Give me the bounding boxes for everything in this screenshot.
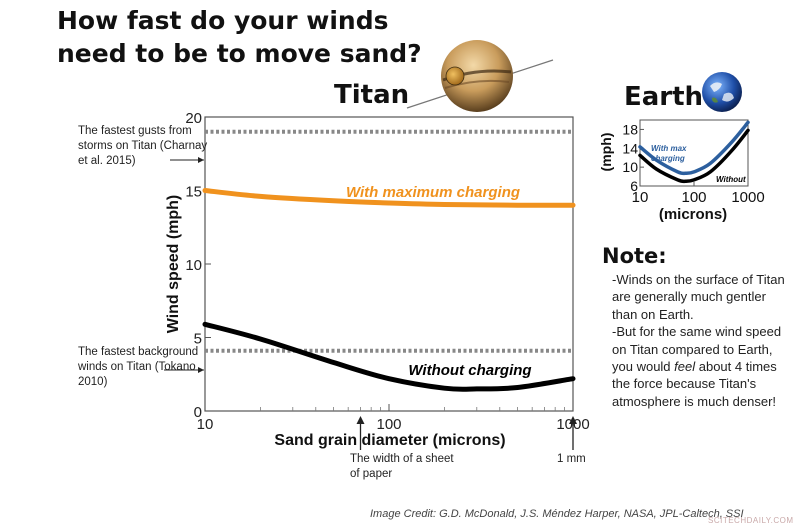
note-line-2-pre: -But for the same wind speed on Titan co… <box>612 324 782 375</box>
inset-with-charging-label: With max charging <box>651 144 687 163</box>
with-charging-line <box>202 188 576 208</box>
note-line-2-emphasis: feel <box>674 359 696 375</box>
note-line-2: -But for the same wind speed on Titan co… <box>612 323 792 410</box>
x-axis-label: Sand grain diameter (microns) <box>274 432 505 449</box>
earth-image <box>702 72 742 112</box>
y-tick-label: 5 <box>194 331 202 348</box>
with-charging-line-label: With maximum charging <box>346 184 520 201</box>
note-line-2-post: about 4 times the force because Titan's … <box>612 359 777 409</box>
note-title: Note: <box>602 244 667 268</box>
note-body: -Winds on the surface of Titan are gener… <box>612 271 792 410</box>
inset-without-label: Without <box>716 175 746 184</box>
inset-with-charging-label-line-2: charging <box>651 154 685 163</box>
y-axis-label: Wind speed (mph) <box>165 195 182 334</box>
gusts-annotation: The fastest gusts from storms on Titan (… <box>78 125 208 167</box>
y-tick-label: 15 <box>185 184 202 201</box>
inset-x-tick-label: 10 <box>632 189 649 206</box>
y-tick-label: 20 <box>185 110 202 127</box>
inset-x-tick-label: 1000 <box>731 189 764 206</box>
image-credit: Image Credit: G.D. McDonald, J.S. Méndez… <box>370 508 744 520</box>
y-tick-label: 0 <box>194 404 202 421</box>
inset-x-axis-label: (microns) <box>659 206 727 223</box>
background-winds-arrowhead <box>198 367 204 373</box>
one-mm-annotation: 1 mm <box>557 453 586 465</box>
saturn-titan-image <box>406 40 554 112</box>
earth-label: Earth <box>624 82 704 112</box>
inset-y-tick-label: 18 <box>622 121 638 137</box>
gusts-arrowhead <box>198 157 204 163</box>
background-winds-annotation: The fastest background winds on Titan (T… <box>78 346 199 388</box>
note-line-1: -Winds on the surface of Titan are gener… <box>612 272 785 322</box>
inset-x-tick-label: 100 <box>681 189 706 206</box>
inset-without-line <box>638 128 750 184</box>
without-charging-line-label: Without charging <box>408 362 531 379</box>
y-tick-label: 10 <box>185 257 202 274</box>
inset-y-tick-label: 14 <box>622 140 638 156</box>
headline: How fast do your winds need to be to mov… <box>57 6 422 68</box>
inset-with-charging-label-line-1: With max <box>651 144 687 153</box>
inset-y-axis-label: (mph) <box>598 133 614 172</box>
paper-width-annotation: The width of a sheet of paper <box>350 453 454 480</box>
inset-y-tick-label: 6 <box>630 178 638 194</box>
without-charging-line <box>202 321 576 392</box>
x-tick-label: 100 <box>376 416 401 433</box>
titan-label: Titan <box>334 80 410 110</box>
x-tick-label: 10 <box>197 416 214 433</box>
watermark: SCITECHDAILY.COM <box>708 516 794 525</box>
inset-y-tick-label: 10 <box>622 159 638 175</box>
inset-with-charging-line <box>638 120 750 176</box>
paper-width-arrowhead <box>356 416 365 424</box>
one-mm-arrowhead <box>569 416 577 424</box>
